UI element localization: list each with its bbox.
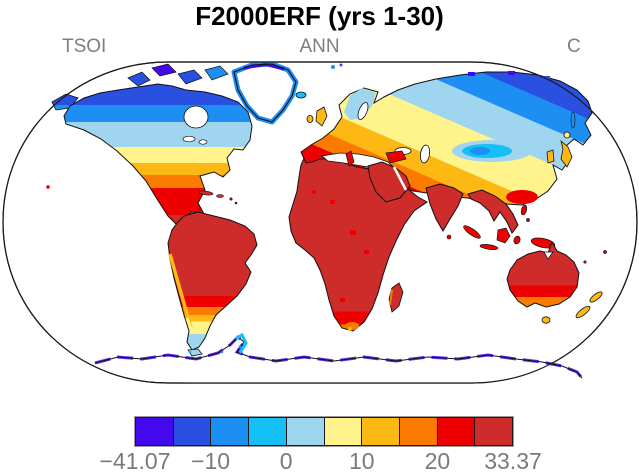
island-new-zealand-south (575, 305, 591, 319)
region-turkey (385, 150, 407, 164)
antarctic-peninsula (235, 332, 248, 354)
colorbar-ticks: −41.07 −10 0 10 20 33.37 (100, 448, 542, 474)
island-cuba (198, 190, 214, 196)
continent-antarctica (94, 332, 584, 383)
colorbar-cell (361, 417, 400, 446)
sea-baltic (357, 102, 369, 120)
island-iceland (295, 91, 307, 99)
island-hokkaido (563, 131, 571, 139)
island-sri-lanka (446, 234, 452, 240)
colorbar-tick-label: −41.07 (99, 448, 171, 474)
colorbar-cell (172, 417, 212, 446)
andes-strip (168, 253, 193, 329)
colorbar-tick-label: 10 (349, 448, 375, 474)
figure-title: F2000ERF (yrs 1-30) (195, 1, 444, 31)
island-new-guinea (530, 237, 556, 249)
sea-caspian (419, 144, 431, 164)
colorbar-cell (398, 417, 438, 446)
island-new-zealand-north (589, 291, 603, 303)
colorbar-cell (210, 417, 250, 446)
colorbar-cell (323, 417, 363, 446)
island-ireland (306, 115, 314, 123)
continent-north-america (46, 63, 253, 245)
island-hawaii (46, 185, 50, 189)
peninsula-arabia (367, 161, 411, 203)
falkland-islands (220, 350, 224, 354)
colorbar-cells (135, 417, 514, 446)
peninsula-korea (546, 149, 555, 164)
greenland (231, 61, 299, 125)
subcontinent-india (425, 183, 464, 232)
continent-eurasia (295, 63, 593, 240)
colorbar-cell (248, 417, 287, 446)
colorbar-cell (285, 417, 325, 446)
island-japan (560, 139, 573, 168)
colorbar-tick-label: 33.37 (484, 448, 542, 474)
caribbean-islands (198, 190, 238, 205)
arctic-islands (127, 63, 229, 87)
islands-indonesia-pacific (463, 204, 607, 264)
great-lakes (182, 135, 196, 143)
colorbar-cell (474, 417, 514, 446)
peninsula-indochina (467, 189, 519, 234)
world-map (2, 61, 638, 384)
colorbar (134, 416, 514, 447)
colorbar-cell (436, 417, 476, 446)
colorbar-tick-label: −10 (191, 448, 231, 474)
colorbar-tick-label: 0 (279, 448, 293, 474)
colorbar-cell (135, 417, 174, 446)
peninsula-italy (345, 150, 355, 167)
tierra-del-fuego (187, 348, 203, 357)
colorbar-tick-label: 20 (424, 448, 451, 474)
island-tasmania (541, 316, 551, 324)
hudson-bay (183, 105, 209, 129)
continent-australia (506, 240, 603, 324)
sea-red (392, 166, 408, 191)
island-britain (315, 106, 328, 127)
aggregation-label: ANN (299, 36, 340, 57)
variable-label: TSOI (62, 36, 107, 57)
units-label: C (567, 36, 581, 57)
island-sakhalin (570, 111, 576, 129)
continent-south-america (167, 211, 258, 357)
